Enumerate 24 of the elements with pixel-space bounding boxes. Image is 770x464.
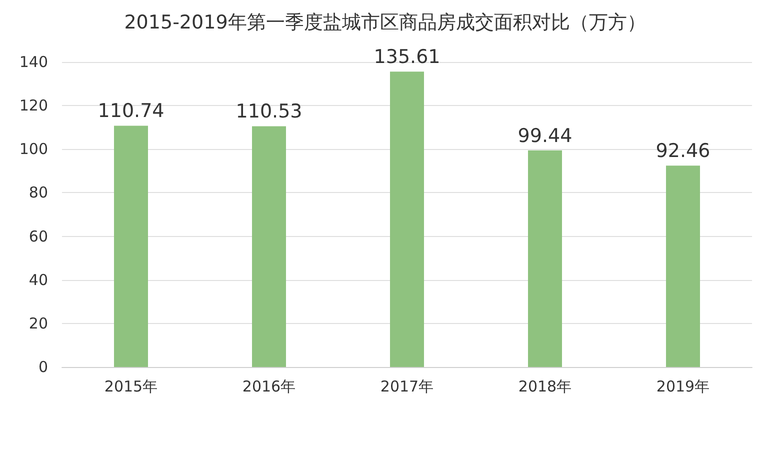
data-label: 92.46: [656, 140, 710, 162]
data-label: 110.53: [236, 100, 302, 123]
data-label: 110.74: [98, 100, 164, 122]
x-tick-label: 2019年: [656, 378, 710, 396]
bar: [390, 72, 424, 367]
y-tick-label: 100: [19, 140, 48, 158]
y-tick-label: 40: [28, 270, 48, 289]
x-tick-label: 2015年: [104, 378, 158, 396]
x-tick-label: 2017年: [380, 378, 434, 396]
data-label: 99.44: [518, 124, 572, 147]
bar: [252, 126, 286, 367]
y-tick-label: 120: [19, 96, 48, 115]
y-tick-label: 60: [28, 227, 48, 246]
bar: [528, 150, 562, 367]
bar: [666, 166, 700, 367]
y-tick-label: 0: [38, 358, 48, 376]
bar: [114, 126, 148, 367]
chart-title: 2015-2019年第一季度盐城市区商品房成交面积对比（万方）: [124, 12, 646, 34]
y-tick-label: 20: [28, 314, 48, 332]
x-tick-label: 2016年: [242, 378, 296, 396]
y-tick-label: 80: [28, 184, 48, 202]
data-label: 135.61: [374, 46, 440, 68]
x-tick-label: 2018年: [518, 378, 572, 396]
y-tick-label: 140: [19, 53, 48, 71]
